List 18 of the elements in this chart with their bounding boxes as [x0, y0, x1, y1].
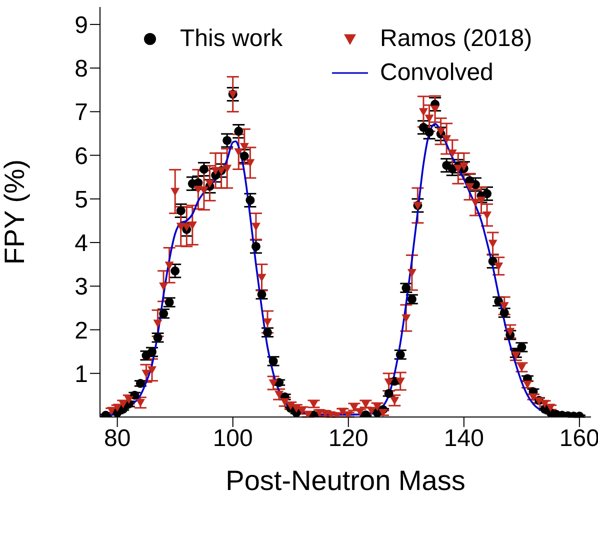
legend-label: Convolved: [380, 59, 494, 87]
y-tick-label: 8: [74, 56, 88, 83]
y-tick-label: 6: [74, 142, 88, 170]
x-tick-label: 120: [328, 425, 368, 452]
y-tick-label: 4: [74, 230, 88, 258]
x-tick-label: 80: [104, 425, 131, 452]
legend-label: This work: [180, 25, 283, 53]
y-tick-label: 9: [74, 12, 88, 39]
y-tick-label: 5: [74, 186, 88, 214]
y-tick-label: 3: [74, 274, 88, 301]
y-tick-label: 2: [74, 317, 88, 344]
legend-label: Ramos (2018): [380, 25, 532, 53]
y-tick-label: 1: [74, 360, 88, 388]
x-tick-label: 140: [444, 425, 484, 452]
y-tick-label: 7: [74, 99, 88, 126]
x-axis-title: Post-Neutron Mass: [226, 465, 466, 496]
y-axis-title: FPY (%): [0, 159, 30, 265]
x-tick-label: 100: [212, 425, 253, 452]
